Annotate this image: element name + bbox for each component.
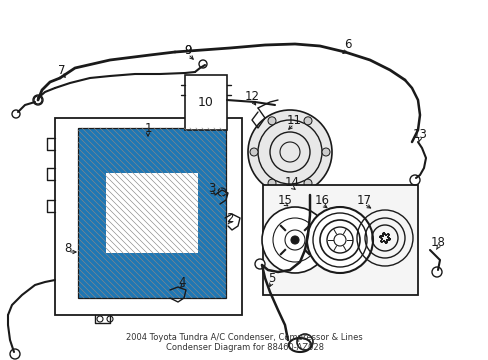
Circle shape bbox=[304, 117, 311, 125]
Bar bbox=[263, 185, 417, 295]
Text: 17: 17 bbox=[356, 194, 371, 207]
Circle shape bbox=[306, 207, 372, 273]
Text: 16: 16 bbox=[314, 194, 329, 207]
Text: 6: 6 bbox=[344, 39, 351, 51]
Text: 9: 9 bbox=[184, 44, 191, 57]
Text: 2004 Toyota Tundra A/C Condenser, Compressor & Lines
Condenser Diagram for 88460: 2004 Toyota Tundra A/C Condenser, Compre… bbox=[126, 333, 362, 352]
Text: 12: 12 bbox=[244, 90, 259, 103]
Text: 9: 9 bbox=[184, 44, 191, 57]
Bar bbox=[55, 118, 242, 315]
Text: 13: 13 bbox=[412, 127, 427, 140]
Text: 2: 2 bbox=[226, 211, 233, 225]
Circle shape bbox=[267, 117, 275, 125]
Circle shape bbox=[254, 259, 264, 269]
Circle shape bbox=[296, 334, 312, 350]
Circle shape bbox=[267, 179, 275, 187]
Text: 7: 7 bbox=[58, 63, 65, 77]
Text: 5: 5 bbox=[268, 271, 275, 284]
Text: 1: 1 bbox=[144, 122, 151, 135]
Text: 18: 18 bbox=[429, 237, 445, 249]
Text: 4: 4 bbox=[178, 275, 185, 288]
Text: 15: 15 bbox=[277, 194, 292, 207]
Circle shape bbox=[33, 95, 43, 105]
Bar bbox=[106, 173, 198, 253]
Circle shape bbox=[290, 236, 298, 244]
Bar bbox=[78, 128, 225, 298]
Circle shape bbox=[321, 148, 329, 156]
Text: 14: 14 bbox=[284, 176, 299, 189]
Circle shape bbox=[262, 207, 327, 273]
Text: 11: 11 bbox=[286, 113, 301, 126]
Circle shape bbox=[304, 179, 311, 187]
Text: 3: 3 bbox=[208, 181, 215, 194]
Text: 8: 8 bbox=[64, 242, 72, 255]
Circle shape bbox=[247, 110, 331, 194]
Text: 10: 10 bbox=[198, 95, 214, 108]
Circle shape bbox=[249, 148, 258, 156]
Circle shape bbox=[10, 349, 20, 359]
Bar bbox=[184, 75, 226, 130]
Circle shape bbox=[12, 110, 20, 118]
Bar bbox=[78, 128, 225, 298]
